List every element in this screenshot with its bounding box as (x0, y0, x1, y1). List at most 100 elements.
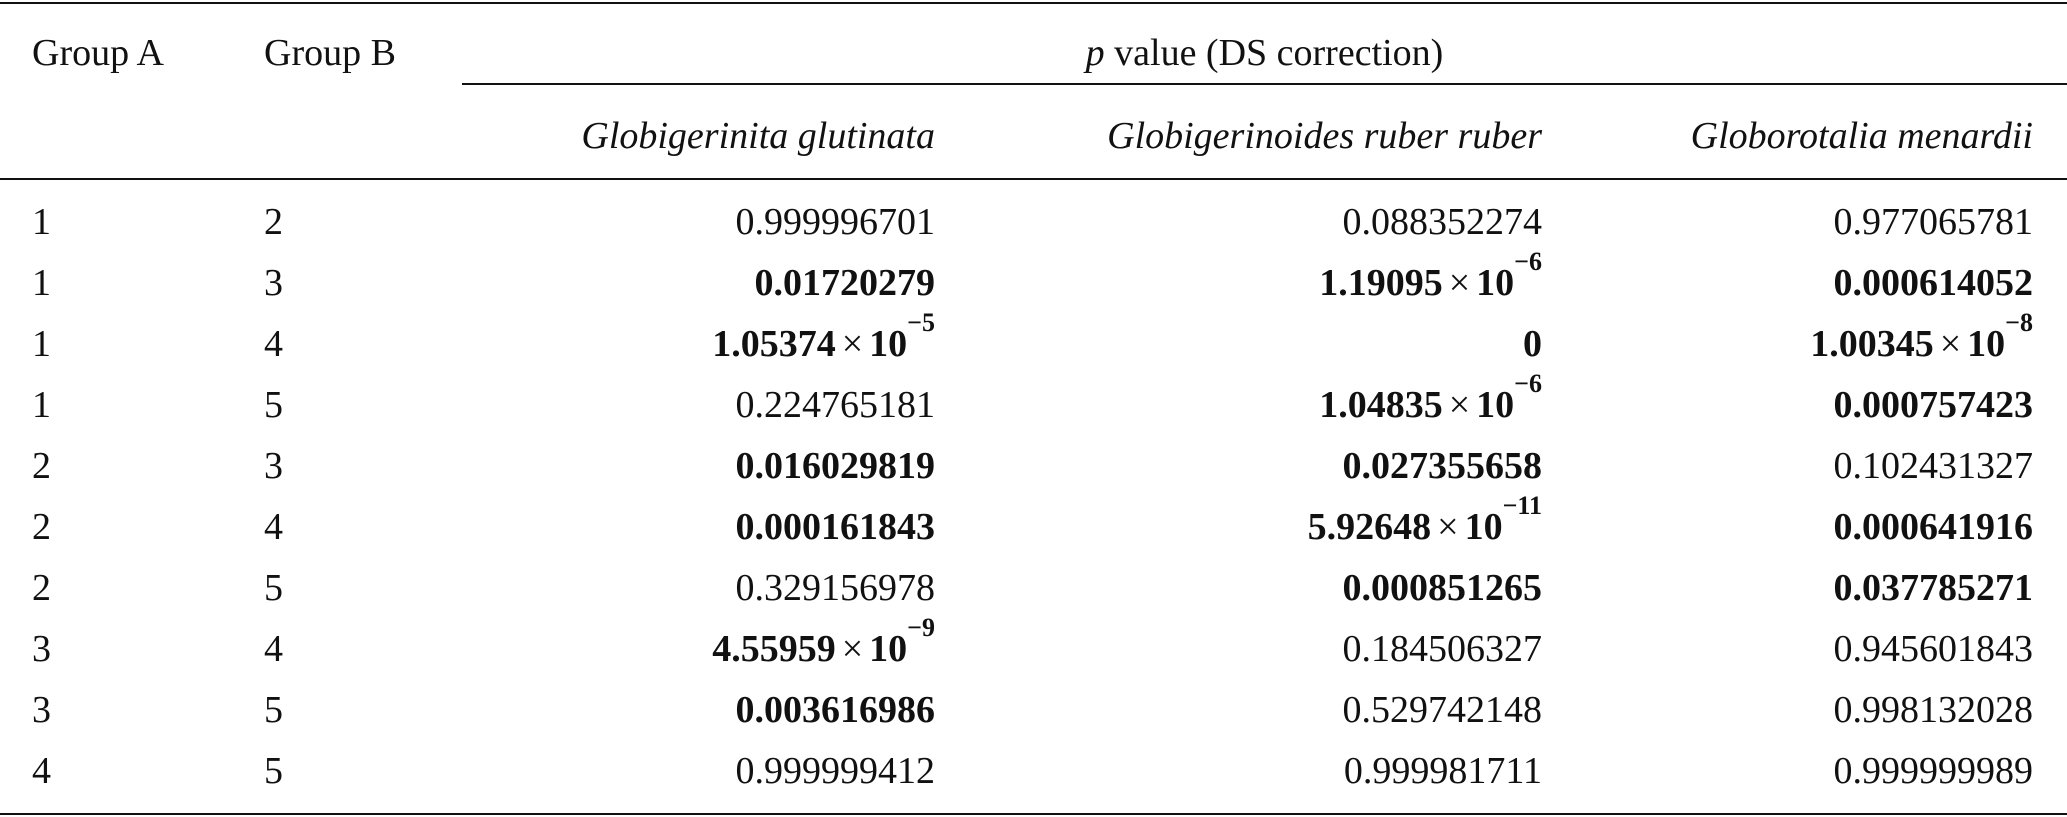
p-value-cell: 0 (1523, 314, 1542, 375)
exponent: −6 (1514, 369, 1542, 398)
bottom-rule (0, 813, 2067, 815)
p-value-mantissa: 0.998132028 (1833, 689, 2034, 731)
p-value-mantissa: 0.977065781 (1833, 201, 2034, 243)
p-value-mantissa: 0.184506327 (1342, 628, 1543, 670)
group-a-cell: 2 (32, 445, 51, 487)
p-value-mantissa: 1.05374 (712, 323, 836, 365)
exponent: −5 (907, 308, 935, 337)
table-row: 1 3 0.01720279 1.19095 × 10−6 0.000614052 (0, 247, 2067, 314)
top-rule (0, 2, 2067, 4)
table-row: 2 5 0.329156978 0.000851265 0.037785271 (0, 558, 2067, 619)
p-value-cell: 1.00345 × 10−8 (1810, 308, 2033, 375)
p-value-cell: 0.224765181 (736, 375, 936, 436)
header-group-a: Group A (32, 32, 164, 74)
p-value-label: value (DS correction) (1104, 32, 1444, 74)
p-value-cell: 0.999999989 (1834, 741, 2034, 802)
group-b-cell: 5 (264, 689, 283, 731)
exponent-base: 10 (1464, 506, 1503, 548)
p-value-cell: 0.977065781 (1834, 192, 2034, 253)
header-p-value: p value (DS correction) (462, 28, 2067, 78)
exponent-base: 10 (1476, 262, 1515, 304)
p-value-cell: 1.04835 × 10−6 (1319, 369, 1542, 436)
table-row: 3 4 4.55959 × 10−9 0.184506327 0.945601843 (0, 613, 2067, 680)
p-value-mantissa: 0.945601843 (1833, 628, 2034, 670)
p-value-mantissa: 0.000851265 (1342, 567, 1543, 609)
p-value-cell: 0.529742148 (1343, 680, 1543, 741)
group-a-cell: 3 (32, 628, 51, 670)
group-b-cell: 4 (264, 506, 283, 548)
p-value-cell: 0.037785271 (1834, 558, 2034, 619)
p-value-mantissa: 0.000161843 (735, 506, 936, 548)
exponent-base: 10 (1967, 323, 2006, 365)
p-value-cell: 0.102431327 (1834, 436, 2034, 497)
p-value-mantissa: 5.92648 (1307, 506, 1432, 548)
p-value-cell: 0.000851265 (1343, 558, 1543, 619)
header-species-3: Globorotalia menardii (1690, 115, 2033, 157)
p-value-cell: 0.999981711 (1344, 741, 1542, 802)
p-value-mantissa: 0.000757423 (1833, 384, 2034, 426)
group-b-cell: 3 (264, 445, 283, 487)
p-symbol: p (1085, 32, 1105, 74)
group-b-cell: 4 (264, 628, 283, 670)
p-value-cell: 0.000161843 (736, 497, 936, 558)
table-row: 1 2 0.999996701 0.088352274 0.977065781 (0, 192, 2067, 253)
group-a-cell: 3 (32, 689, 51, 731)
p-value-mantissa: 0.01720279 (754, 262, 936, 304)
p-value-mantissa: 0.999996701 (735, 201, 936, 243)
exponent-base: 10 (1476, 384, 1515, 426)
group-b-cell: 4 (264, 323, 283, 365)
header-group-b: Group B (264, 32, 396, 74)
group-a-cell: 1 (32, 384, 51, 426)
p-value-cell: 5.92648 × 10−11 (1307, 491, 1542, 558)
p-value-mantissa: 0.027355658 (1342, 445, 1543, 487)
p-value-cell: 0.003616986 (736, 680, 936, 741)
p-value-cell: 1.19095 × 10−6 (1319, 247, 1542, 314)
p-value-cell: 0.000757423 (1834, 375, 2034, 436)
p-value-mantissa: 0.000614052 (1833, 262, 2034, 304)
exponent-base: 10 (869, 323, 908, 365)
exponent: −11 (1502, 491, 1542, 520)
p-value-mantissa: 0.000641916 (1833, 506, 2034, 548)
p-value-cell: 0.998132028 (1834, 680, 2034, 741)
p-value-mantissa: 0.037785271 (1833, 567, 2034, 609)
p-value-cell: 0.016029819 (736, 436, 936, 497)
p-value-cell: 0.999996701 (736, 192, 936, 253)
exponent: −6 (1514, 247, 1542, 276)
exponent: −8 (2005, 308, 2033, 337)
table-row: 4 5 0.999999412 0.999981711 0.999999989 (0, 741, 2067, 802)
group-a-cell: 1 (32, 201, 51, 243)
p-value-mantissa: 1.04835 (1319, 384, 1443, 426)
p-value-cell: 0.01720279 (755, 253, 936, 314)
p-value-cell: 0.000641916 (1834, 497, 2034, 558)
p-value-mantissa: 0.224765181 (735, 384, 936, 426)
exponent: −9 (907, 613, 935, 642)
table-row: 1 5 0.224765181 1.04835 × 10−6 0.000757423 (0, 369, 2067, 436)
times-sign: × (841, 323, 864, 365)
p-value-mantissa: 0.329156978 (735, 567, 936, 609)
p-value-mantissa: 0.529742148 (1342, 689, 1543, 731)
p-value-cell: 0.999999412 (736, 741, 936, 802)
p-value-cell: 0.329156978 (736, 558, 936, 619)
group-b-cell: 5 (264, 567, 283, 609)
group-a-cell: 4 (32, 750, 51, 792)
header-species-1: Globigerinita glutinata (581, 115, 935, 157)
p-value-mantissa: 1.19095 (1319, 262, 1443, 304)
group-a-cell: 1 (32, 323, 51, 365)
group-a-cell: 1 (32, 262, 51, 304)
p-value-cell: 0.027355658 (1343, 436, 1543, 497)
p-value-mantissa: 0 (1523, 323, 1542, 365)
group-b-cell: 2 (264, 201, 283, 243)
p-value-cell: 4.55959 × 10−9 (712, 613, 935, 680)
p-value-cell: 0.088352274 (1343, 192, 1543, 253)
group-b-cell: 5 (264, 384, 283, 426)
p-value-mantissa: 0.102431327 (1833, 445, 2034, 487)
p-value-mantissa: 0.003616986 (735, 689, 936, 731)
table-row: 2 3 0.016029819 0.027355658 0.102431327 (0, 436, 2067, 497)
p-value-mantissa: 0.999999989 (1833, 750, 2034, 792)
p-value-rule (462, 83, 2067, 85)
times-sign: × (1448, 384, 1471, 426)
exponent-base: 10 (869, 628, 908, 670)
group-a-cell: 2 (32, 567, 51, 609)
group-b-cell: 3 (264, 262, 283, 304)
table-row: 2 4 0.000161843 5.92648 × 10−11 0.000641916 (0, 491, 2067, 558)
